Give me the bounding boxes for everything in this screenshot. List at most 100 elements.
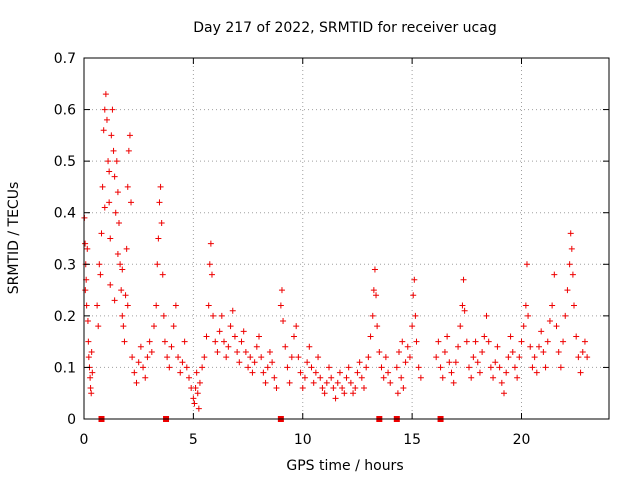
data-point bbox=[557, 364, 564, 371]
data-point bbox=[531, 354, 538, 361]
data-point bbox=[330, 385, 337, 392]
data-point bbox=[306, 343, 313, 350]
data-point bbox=[448, 369, 455, 376]
data-point bbox=[196, 379, 203, 386]
data-point bbox=[97, 271, 104, 278]
ticks-layer: 0 0.1 0.2 0.3 0.4 0.5 0.6 0.7 0 5 10 15 20 bbox=[54, 51, 609, 448]
data-point bbox=[142, 374, 149, 381]
data-point bbox=[505, 354, 512, 361]
data-point bbox=[503, 369, 510, 376]
data-point bbox=[107, 235, 114, 242]
data-point bbox=[490, 374, 497, 381]
data-point bbox=[166, 364, 173, 371]
data-point bbox=[411, 276, 418, 283]
data-point bbox=[323, 379, 330, 386]
plot-frame bbox=[83, 57, 610, 420]
data-point bbox=[319, 385, 326, 392]
data-point bbox=[282, 343, 289, 350]
data-point bbox=[361, 385, 367, 392]
data-point bbox=[256, 333, 262, 340]
data-point bbox=[102, 91, 109, 98]
data-point bbox=[450, 379, 457, 386]
y-tick-label: 0 bbox=[67, 412, 76, 428]
data-point bbox=[350, 390, 357, 397]
data-point bbox=[253, 343, 260, 350]
data-point bbox=[203, 333, 210, 340]
y-tick-label: 0.6 bbox=[54, 103, 76, 119]
data-point bbox=[398, 374, 405, 381]
y-tick-label: 0.3 bbox=[54, 257, 76, 273]
data-point bbox=[546, 318, 553, 325]
data-point bbox=[501, 390, 507, 397]
data-point bbox=[315, 354, 322, 361]
data-point bbox=[116, 220, 122, 227]
data-point bbox=[101, 106, 108, 113]
data-point bbox=[481, 333, 488, 340]
data-point bbox=[216, 328, 223, 335]
data-point bbox=[262, 379, 269, 386]
data-point bbox=[192, 385, 199, 392]
data-point bbox=[264, 364, 271, 371]
data-point bbox=[208, 271, 215, 278]
data-point bbox=[527, 343, 534, 350]
data-point bbox=[433, 354, 440, 361]
data-point bbox=[126, 132, 133, 139]
data-point bbox=[459, 302, 466, 309]
x-tick-label: 5 bbox=[189, 432, 198, 448]
data-point bbox=[151, 323, 157, 330]
data-point bbox=[452, 359, 459, 366]
data-point bbox=[98, 230, 105, 237]
x-tick-label: 20 bbox=[513, 432, 531, 448]
data-point bbox=[343, 374, 350, 381]
data-point bbox=[575, 354, 582, 361]
data-point bbox=[88, 390, 95, 397]
data-point bbox=[242, 348, 249, 355]
data-point bbox=[193, 369, 200, 376]
data-point bbox=[523, 261, 530, 268]
data-point bbox=[218, 312, 225, 319]
data-point bbox=[399, 338, 406, 345]
data-point bbox=[336, 369, 343, 376]
data-point bbox=[470, 354, 477, 361]
data-point bbox=[483, 312, 490, 319]
data-point bbox=[328, 374, 335, 381]
chart-title: Day 217 of 2022, SRMTID for receiver uca… bbox=[193, 20, 496, 36]
data-point bbox=[466, 364, 472, 371]
data-point bbox=[297, 369, 304, 376]
data-point bbox=[487, 364, 494, 371]
data-point bbox=[564, 287, 571, 294]
data-point bbox=[485, 338, 492, 345]
data-point bbox=[280, 318, 287, 325]
data-point bbox=[195, 405, 202, 412]
data-point bbox=[122, 292, 129, 299]
data-point bbox=[551, 271, 558, 278]
data-point bbox=[569, 271, 576, 278]
data-point bbox=[417, 374, 424, 381]
data-point bbox=[567, 230, 574, 237]
data-point bbox=[83, 302, 90, 309]
data-point bbox=[210, 312, 217, 319]
data-point bbox=[96, 261, 103, 268]
grid-layer bbox=[84, 58, 609, 419]
data-point bbox=[118, 287, 125, 294]
data-point bbox=[332, 395, 339, 402]
data-point bbox=[240, 328, 247, 335]
data-point bbox=[258, 354, 265, 361]
data-point bbox=[352, 385, 359, 392]
data-point bbox=[120, 323, 127, 330]
data-point bbox=[124, 302, 131, 309]
data-point bbox=[299, 385, 306, 392]
data-point bbox=[370, 287, 377, 294]
data-point bbox=[236, 359, 243, 366]
data-point bbox=[260, 369, 267, 376]
data-point bbox=[119, 266, 126, 273]
data-point bbox=[496, 364, 503, 371]
data-point bbox=[225, 343, 232, 350]
data-point bbox=[577, 369, 584, 376]
data-point bbox=[85, 338, 92, 345]
data-point bbox=[194, 390, 201, 397]
data-point bbox=[339, 385, 346, 392]
data-point bbox=[525, 312, 532, 319]
data-point bbox=[159, 271, 166, 278]
